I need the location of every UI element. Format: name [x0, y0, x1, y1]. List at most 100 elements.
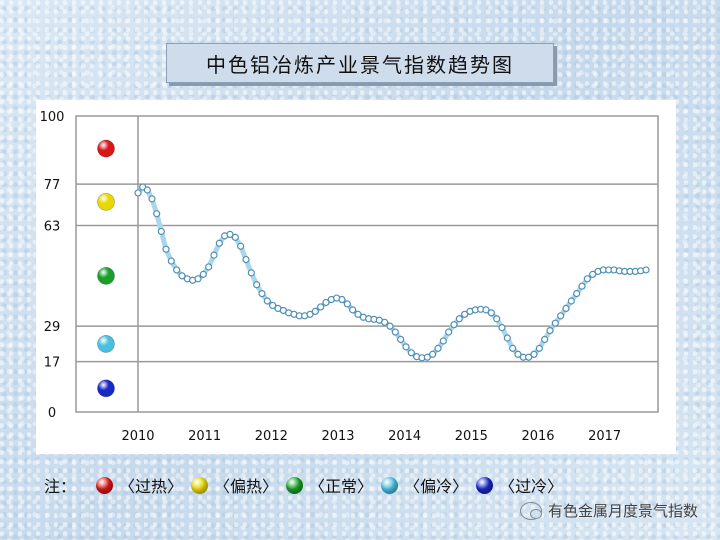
zone-marker-ball: [97, 379, 115, 398]
series-point: [514, 350, 522, 358]
series-point: [509, 344, 517, 352]
x-tick-label: 2011: [188, 429, 221, 444]
series-point: [498, 324, 506, 332]
series-point: [391, 328, 399, 336]
legend-item-overheat: 〈过热〉: [96, 473, 183, 497]
watermark-text: 有色金属月度景气指数: [547, 502, 698, 520]
series-point: [153, 210, 161, 218]
x-tick-label: 2013: [321, 429, 354, 444]
series-point: [231, 233, 239, 241]
series-point: [157, 227, 165, 236]
series-point: [311, 307, 319, 315]
series-point: [134, 189, 142, 197]
y-tick-label: 77: [44, 178, 61, 193]
x-tick-label: 2012: [255, 429, 288, 444]
series-point: [583, 275, 591, 283]
blue-ball-icon: [476, 476, 494, 494]
x-tick-label: 2014: [388, 429, 421, 444]
y-tick-label: 29: [44, 320, 61, 335]
series-point: [482, 306, 490, 314]
legend-item-hot: 〈偏热〉: [191, 473, 278, 497]
legend-label: 〈正常〉: [309, 477, 374, 496]
series-point: [178, 272, 186, 280]
series-point: [253, 281, 261, 289]
series-point: [567, 297, 575, 305]
series-point: [578, 282, 586, 290]
wechat-icon: [519, 501, 542, 520]
series-point: [589, 270, 597, 278]
legend-item-normal: 〈正常〉: [286, 473, 373, 497]
series-point: [226, 230, 234, 238]
series-point: [573, 290, 581, 298]
series-point: [642, 266, 650, 274]
series-point: [148, 195, 156, 203]
x-tick-label: 2017: [588, 429, 621, 444]
zone-marker-ball: [97, 335, 115, 353]
chart-title: 中色铝冶炼产业景气指数趋势图: [166, 43, 554, 83]
series-point: [557, 312, 565, 320]
series-point: [445, 328, 453, 336]
zone-marker-ball: [97, 266, 115, 285]
series-point: [167, 257, 175, 265]
series-point: [194, 275, 202, 283]
series-point: [461, 310, 469, 318]
red-ball-icon: [96, 476, 114, 494]
x-tick-label: 2010: [121, 429, 154, 444]
series-point: [546, 327, 554, 335]
series-point: [386, 322, 394, 330]
green-ball-icon: [286, 476, 304, 494]
series-point: [402, 343, 410, 351]
series-point: [503, 334, 511, 342]
plot-frame: [75, 115, 659, 413]
series-point: [338, 295, 346, 304]
series-point: [354, 310, 362, 318]
series-point: [434, 344, 442, 352]
series-point: [551, 319, 559, 327]
series-point: [407, 349, 415, 357]
zone-marker-ball: [97, 139, 115, 158]
y-tick-label: 0: [48, 406, 56, 421]
series-point: [397, 335, 405, 344]
series-point: [317, 303, 325, 311]
series-point: [450, 321, 458, 329]
y-tick-label: 63: [44, 220, 61, 235]
cyan-ball-icon: [381, 476, 399, 494]
yellow-ball-icon: [191, 476, 209, 494]
zone-marker-ball: [97, 192, 115, 211]
series-point: [162, 245, 170, 253]
series-point: [541, 335, 549, 344]
series-point: [199, 270, 207, 278]
series-point: [493, 315, 501, 323]
series-point: [455, 315, 463, 323]
series-point: [173, 266, 181, 274]
series-point: [439, 337, 447, 345]
series-point: [247, 269, 255, 277]
series-point: [343, 300, 351, 308]
series-point: [263, 297, 271, 305]
series-point: [143, 186, 151, 194]
series-point: [210, 251, 218, 259]
legend-label: 〈过热〉: [119, 477, 184, 496]
line-chart: 0 17 29 63 77 100 2010 2011 2012 2013 2014 2015 2016…: [40, 110, 659, 444]
series-point: [322, 298, 330, 307]
series-point: [525, 353, 533, 361]
y-tick-label: 100: [40, 110, 65, 125]
series-point: [237, 242, 245, 250]
chart-panel: 0 17 29 63 77 100 2010 2011 2012 2013 2014 2015 2016…: [36, 100, 676, 454]
watermark: 有色金属月度景气指数: [519, 500, 698, 521]
legend-note: 注：: [44, 477, 77, 496]
series-point: [269, 301, 277, 310]
legend-label: 〈过冷〉: [499, 477, 564, 496]
series-point: [215, 239, 223, 247]
legend-item-cool: 〈偏冷〉: [381, 473, 468, 497]
series-point: [562, 304, 570, 312]
y-tick-label: 17: [44, 356, 61, 371]
series-point: [306, 310, 314, 318]
series-point: [423, 353, 431, 361]
x-tick-label: 2015: [455, 429, 488, 444]
legend-label: 〈偏冷〉: [404, 477, 469, 496]
series-point: [258, 290, 266, 298]
legend: 注： 〈过热〉 〈偏热〉 〈正常〉 〈偏冷〉 〈过冷〉: [44, 470, 571, 500]
legend-label: 〈偏热〉: [214, 477, 279, 496]
series-point: [205, 263, 213, 271]
